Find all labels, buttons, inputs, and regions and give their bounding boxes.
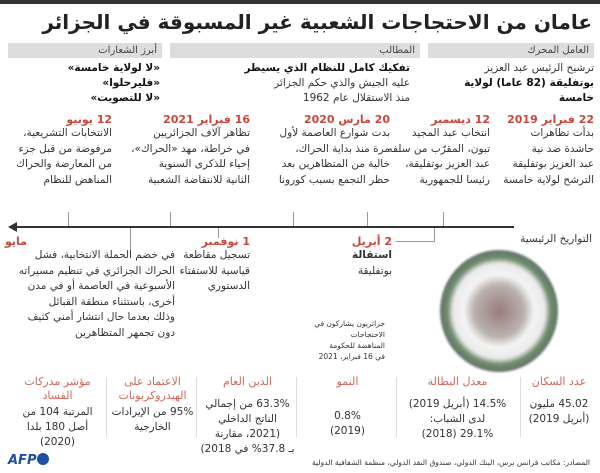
stat-value: المرتبة 104 من bbox=[22, 406, 93, 418]
event-text: بدأت تظاهرات bbox=[530, 127, 594, 139]
tick bbox=[68, 212, 69, 226]
event-text: عبد العزيز بوتفليقة bbox=[512, 158, 594, 170]
stat-label: الاعتماد على bbox=[124, 375, 181, 388]
stat-value: 63.3% من إجمالي bbox=[205, 398, 290, 410]
tick bbox=[434, 228, 435, 242]
stat-value: الناتج الداخلي bbox=[218, 413, 277, 425]
event-text: رئيسا للجمهورية bbox=[419, 173, 490, 186]
stat-value: لدى الشباب: bbox=[429, 413, 486, 425]
stat-label: معدل البطالة bbox=[427, 375, 488, 388]
photo-caption: جزائريون يشاركون في الاحتجاجات المناهضة ل… bbox=[314, 319, 385, 361]
arrow-left-icon bbox=[8, 222, 17, 232]
divider bbox=[396, 377, 397, 437]
stat-item: الدين العام 63.3% من إجمالي الناتج الداخلي… bbox=[200, 375, 295, 457]
tick bbox=[218, 228, 219, 238]
stat-value: 29.1% (2018) bbox=[421, 428, 494, 440]
event-text: تظاهر آلاف الجزائريين bbox=[153, 127, 250, 139]
event-text: في خراطة، مهد «الحراك»، bbox=[131, 142, 250, 155]
event-text: الترشح لولاية خامسة bbox=[503, 173, 594, 186]
stat-item: معدل البطالة 14.5% (أبريل 2019) لدى الشباب… bbox=[400, 375, 515, 442]
stat-value: 45.02 مليون bbox=[529, 398, 589, 410]
event-text: حاشدة ضد نية bbox=[531, 142, 594, 155]
stat-value: 95% من الإيرادات bbox=[111, 406, 194, 418]
stat-item: عدد السكان 45.02 مليون (أبريل 2019) bbox=[524, 375, 594, 427]
stat-item: النمو 0.8% (2019) bbox=[300, 375, 395, 439]
event-text: بدت شوارع العاصمة لأول bbox=[279, 127, 391, 139]
event-text: إحياء للذكرى السنوية bbox=[158, 158, 250, 170]
slogans-header: أبرز الشعارات bbox=[8, 43, 162, 58]
tick bbox=[170, 212, 171, 226]
timeline-label: التواريخ الرئيسية bbox=[520, 233, 592, 245]
event-1-november: 1 نوفمبر تسجيل مقاطعة قياسية للاستفتاء ا… bbox=[179, 235, 250, 292]
divider bbox=[296, 377, 297, 437]
timeline-axis bbox=[14, 226, 514, 228]
event-date: 12 يونيو bbox=[66, 113, 112, 126]
timeline-event: 22 فبراير 2019 بدأت تظاهرات حاشدة ضد نية عب… bbox=[499, 113, 594, 188]
event-may: مايو في خضم الحملة الانتخابية، فشل الحرا… bbox=[5, 235, 175, 339]
protest-photo bbox=[440, 250, 558, 372]
top-bar bbox=[0, 0, 600, 4]
stat-value: (2021، مقارنة bbox=[214, 428, 281, 440]
tick bbox=[130, 228, 131, 258]
stat-value: 14.5% (أبريل 2019) bbox=[408, 398, 507, 410]
timeline-event: 12 يونيو الانتخابات التشريعية، مرفوضة من ق… bbox=[2, 113, 112, 188]
event-text: عبد العزيز بوتفليقة، bbox=[405, 158, 490, 170]
event-text: المناهض للنظام bbox=[43, 173, 112, 186]
stat-label: مؤشر مدركات bbox=[24, 375, 91, 388]
source-note: المصادر: مكاتب فرانس برس، البنك الدولي، … bbox=[311, 458, 590, 467]
tick-connector bbox=[396, 241, 434, 242]
timeline-event: 16 فبراير 2021 تظاهر آلاف الجزائريين في خر… bbox=[120, 113, 250, 188]
demands-header: المطالب bbox=[170, 43, 420, 58]
event-text: حظر التجمع بسبب كورونا bbox=[278, 173, 390, 186]
stat-label: عدد السكان bbox=[531, 375, 587, 388]
event-text: تبون، المقرّب من سلفه bbox=[387, 142, 490, 155]
tick bbox=[367, 212, 368, 226]
event-text: مرفوضة من قبل جزء bbox=[18, 142, 112, 155]
event-text: الثانية للانتفاضة الشعبية bbox=[147, 173, 250, 186]
stat-value: الخارجية bbox=[134, 421, 171, 433]
stat-label: الهيدروكربونات bbox=[118, 389, 187, 402]
event-text: من المعارضة والحراك bbox=[16, 158, 112, 170]
page-title: عامان من الاحتجاجات الشعبية غير المسبوقة… bbox=[42, 10, 592, 34]
stat-label: الدين العام bbox=[223, 375, 272, 388]
event-date: 16 فبراير 2021 bbox=[163, 113, 250, 126]
stat-label: الفساد bbox=[42, 389, 73, 402]
demands-text: تفكيك كامل للنظام الذي يسيطر عليه الجيش و… bbox=[244, 62, 411, 104]
tick bbox=[443, 212, 444, 226]
stat-value: بـ 37.8% في 2018) bbox=[200, 443, 295, 455]
divider bbox=[196, 377, 197, 437]
event-2-april: 2 أبريل استقالة بوتفليقة bbox=[351, 235, 392, 277]
stat-value: أصل 180 بلدا (2020) bbox=[26, 421, 89, 448]
stat-value: 0.8% bbox=[334, 410, 361, 422]
timeline-event: 12 ديسمبر انتخاب عبد المجيد تبون، المقرّب … bbox=[370, 113, 490, 188]
tick bbox=[293, 212, 294, 226]
event-date: 22 فبراير 2019 bbox=[507, 113, 594, 126]
event-text: الانتخابات التشريعية، bbox=[23, 127, 112, 139]
stat-label: النمو bbox=[336, 375, 359, 388]
timeline-event: 20 مارس 2020 بدت شوارع العاصمة لأول مرة من… bbox=[250, 113, 390, 188]
event-text: انتخاب عبد المجيد bbox=[411, 127, 490, 139]
trigger-header: العامل المحرك bbox=[428, 43, 594, 58]
event-text: مرة منذ بداية الحراك، bbox=[295, 142, 390, 155]
stat-item: الاعتماد على الهيدروكربونات 95% من الإيراد… bbox=[110, 375, 195, 435]
event-text: خالية من المتظاهرين بعد bbox=[281, 158, 390, 170]
divider bbox=[520, 377, 521, 437]
stat-value: (2019) bbox=[330, 425, 365, 437]
slogans-text: «لا لولاية خامسة» «فليرحلوا» «لا للتصويت» bbox=[67, 62, 160, 104]
afp-logo: AFP bbox=[8, 453, 50, 468]
stat-value: (أبريل 2019) bbox=[528, 413, 590, 425]
trigger-text: ترشيح الرئيس عبد العزيز بوتفليقة (82 عاما… bbox=[464, 62, 594, 104]
event-date: 12 ديسمبر bbox=[431, 113, 490, 126]
stat-item: مؤشر مدركات الفساد المرتبة 104 من أصل 180 ب… bbox=[10, 375, 105, 450]
event-date: 20 مارس 2020 bbox=[303, 113, 390, 126]
divider bbox=[106, 377, 107, 437]
